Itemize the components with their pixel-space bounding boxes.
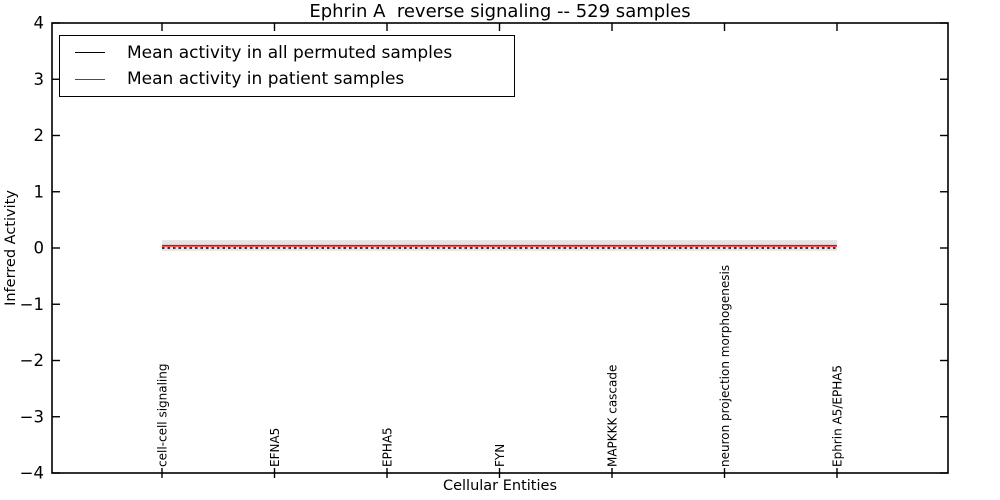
entity-label: cell-cell signaling xyxy=(156,364,170,468)
entity-label: MAPKKK cascade xyxy=(606,365,620,467)
legend-line-sample-patient xyxy=(75,78,105,80)
entity-label: Ephrin A5/EPHA5 xyxy=(831,365,845,467)
y-tick-label: 4 xyxy=(34,14,45,33)
entity-label: EFNA5 xyxy=(268,428,282,467)
legend: Mean activity in all permuted samples Me… xyxy=(59,35,515,97)
legend-entry-permuted: Mean activity in all permuted samples xyxy=(75,43,514,63)
entity-label: neuron projection morphogenesis xyxy=(718,265,732,467)
y-tick-label: −1 xyxy=(20,295,44,314)
entity-label: EPHA5 xyxy=(381,427,395,467)
legend-line-sample-permuted xyxy=(75,52,105,54)
legend-label-patient: Mean activity in patient samples xyxy=(127,69,405,90)
legend-label-permuted: Mean activity in all permuted samples xyxy=(127,42,453,63)
chart-title: Ephrin A reverse signaling -- 529 sample… xyxy=(309,1,691,22)
x-axis-label: Cellular Entities xyxy=(442,478,558,494)
y-tick-label: −3 xyxy=(20,407,44,426)
legend-entry-patient: Mean activity in patient samples xyxy=(75,69,514,89)
y-tick-label: 0 xyxy=(34,239,45,258)
y-tick-label: −4 xyxy=(20,464,44,483)
y-tick-label: 1 xyxy=(34,182,45,201)
y-tick-label: 2 xyxy=(34,126,45,145)
y-tick-label: 3 xyxy=(34,70,45,89)
entity-label: FYN xyxy=(493,444,507,467)
y-tick-label: −2 xyxy=(20,351,44,370)
